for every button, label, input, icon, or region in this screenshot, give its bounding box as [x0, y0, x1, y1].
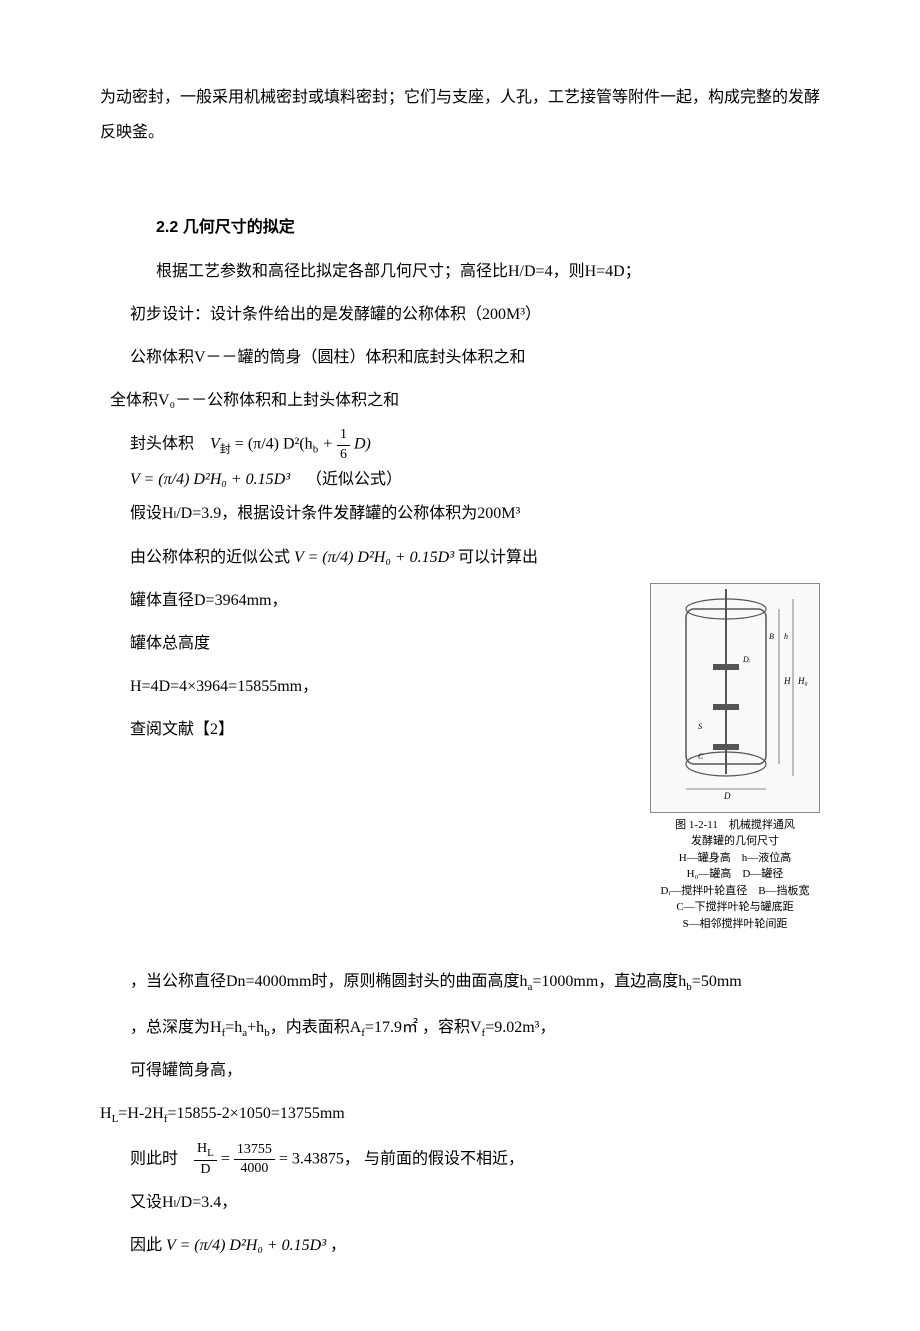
para-2: 初步设计：设计条件给出的是发酵罐的公称体积（200M³）: [130, 297, 820, 332]
section-title: 2.2 几何尺寸的拟定: [100, 210, 820, 245]
figure-container: H H₀ D S C Dᵢ B h 图 1-2-11 机械搅拌通风 发酵罐的几何…: [650, 583, 820, 933]
svg-text:h: h: [784, 632, 788, 641]
para-14: HL=H-2Hf=15855-2×1050=13755mm: [100, 1096, 820, 1131]
para-3: 公称体积V－－罐的筒身（圆柱）体积和底封头体积之和: [130, 340, 820, 375]
formula-approx: V = (π/4) D²H₀ + 0.15D³ （近似公式）: [130, 470, 820, 491]
svg-text:H₀: H₀: [797, 676, 808, 686]
para-6: 由公称体积的近似公式 V = (π/4) D²H₀ + 0.15D³ 可以计算出: [130, 540, 820, 575]
svg-text:D: D: [723, 791, 731, 801]
para-1: 根据工艺参数和高径比拟定各部几何尺寸；高径比H/D=4，则H=4D；: [100, 254, 820, 289]
svg-text:S: S: [698, 722, 702, 731]
para-4: 全体积V₀－－公称体积和上封头体积之和: [110, 383, 820, 418]
svg-text:H: H: [783, 676, 791, 686]
svg-text:B: B: [769, 632, 774, 641]
para-11: ，当公称直径Dn=4000mm时，原则椭圆封头的曲面高度ha=1000mm，直边…: [130, 964, 820, 999]
vessel-diagram: H H₀ D S C Dᵢ B h: [650, 583, 820, 813]
formula-head-volume: 封头体积 V封 = (π/4) D²(hb + 16 D): [130, 426, 820, 463]
para-5: 假设Hₗ/D=3.9，根据设计条件发酵罐的公称体积为200M³: [130, 496, 820, 531]
formula-ratio: 则此时 HLD = 137554000 = 3.43875， 与前面的假设不相近…: [130, 1140, 820, 1179]
para-12: ，总深度为Hf=ha+hb，内表面积Af=17.9㎡ ，容积Vf=9.02m³，: [130, 1010, 820, 1045]
para-13: 可得罐筒身高，: [130, 1053, 820, 1088]
intro-paragraph: 为动密封，一般采用机械密封或填料密封；它们与支座，人孔，工艺接管等附件一起，构成…: [100, 80, 820, 150]
svg-text:C: C: [698, 752, 704, 761]
figure-caption: 图 1-2-11 机械搅拌通风 发酵罐的几何尺寸 H—罐身高 h—液位高 H₀—…: [650, 817, 820, 933]
para-17: 因此 V = (π/4) D²H₀ + 0.15D³ ，: [130, 1228, 820, 1263]
para-16: 又设Hₗ/D=3.4，: [130, 1185, 820, 1220]
svg-text:Dᵢ: Dᵢ: [742, 655, 750, 664]
